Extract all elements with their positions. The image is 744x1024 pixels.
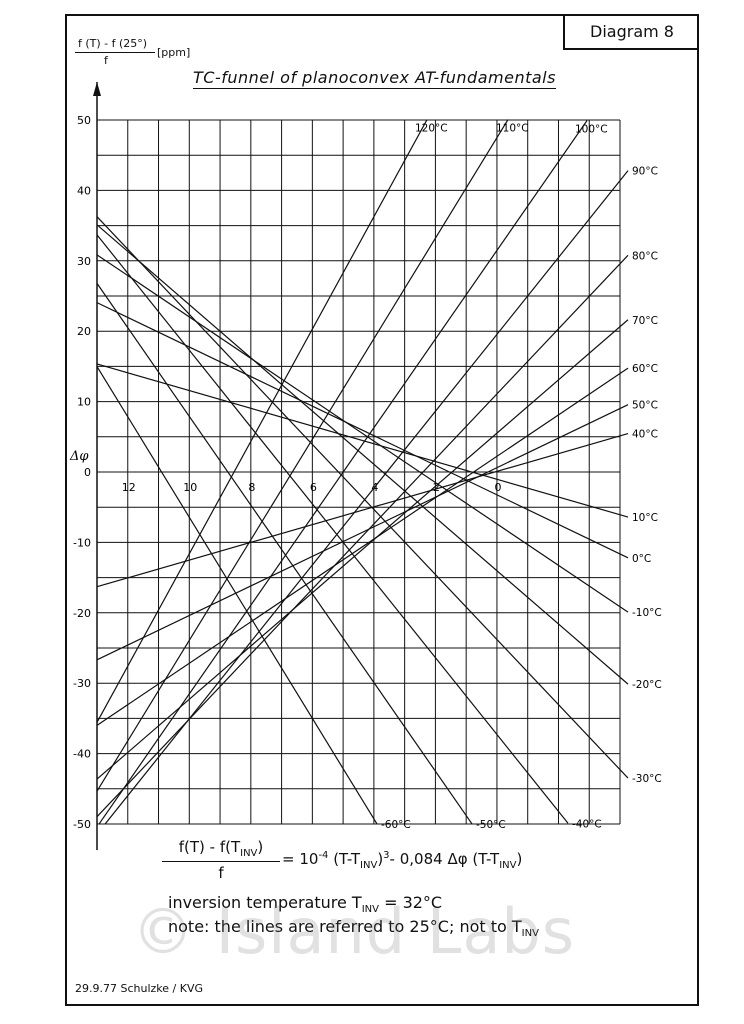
- note-text: note: the lines are referred to 25°C; no…: [168, 917, 522, 936]
- note-sub: INV: [521, 928, 539, 940]
- formula-term2-open: - 0,084 Δφ (T-T: [389, 850, 500, 868]
- chart-title: TC-funnel of planoconvex AT-fundamentals: [193, 68, 556, 89]
- formula-lhs-denominator: f: [218, 864, 224, 882]
- y-axis-label-unit: [ppm]: [157, 46, 191, 59]
- diagram-number: Diagram 8: [590, 22, 674, 41]
- y-tick-label: 0: [84, 466, 91, 479]
- series-label: 40°C: [632, 429, 658, 441]
- formula-rhs: = 10-4 (T-TINV)3- 0,084 Δφ (T-TINV): [282, 850, 522, 871]
- y-tick-label: 40: [77, 184, 91, 197]
- series-line: [96, 302, 629, 559]
- inversion-temperature-line: inversion temperature TINV = 32°C: [168, 893, 442, 915]
- series-label: 120°C: [415, 123, 448, 135]
- inversion-sub: INV: [361, 904, 379, 916]
- series-label: 70°C: [632, 315, 658, 327]
- series-label: -10°C: [632, 607, 662, 619]
- x-tick-label: 0: [494, 481, 501, 494]
- y-tick-label: -40: [73, 748, 91, 761]
- x-axis-label: Δφ: [69, 449, 89, 464]
- series-line: [96, 119, 428, 723]
- x-tick-label: 8: [248, 481, 255, 494]
- formula-lhs-numerator-end: ): [257, 838, 264, 856]
- series-label: 80°C: [632, 250, 658, 262]
- formula-lhs-numerator: f(T) - f(T: [178, 838, 241, 856]
- series-label: -60°C: [381, 819, 411, 831]
- diagram-sheet: [65, 14, 699, 1006]
- y-axis-label-fraction-bar: [75, 52, 155, 53]
- note-line: note: the lines are referred to 25°C; no…: [168, 917, 539, 939]
- formula: f(T) - f(TINV) f = 10-4 (T-TINV)3- 0,084…: [162, 838, 582, 886]
- formula-lhs-numerator-sub: INV: [240, 848, 258, 859]
- series-line: [96, 363, 629, 518]
- y-tick-label: 30: [77, 255, 91, 268]
- series-line: [96, 319, 629, 780]
- x-tick-label: 2: [433, 481, 440, 494]
- y-tick-label: -50: [73, 818, 91, 831]
- formula-equals-coeff: = 10: [282, 850, 319, 868]
- series-label: -50°C: [476, 819, 506, 831]
- series-line: [96, 234, 569, 824]
- formula-exponent: -4: [318, 850, 329, 861]
- series-label: 110°C: [496, 123, 529, 135]
- y-tick-label: 10: [77, 396, 91, 409]
- y-axis-label-denominator: f: [104, 54, 108, 67]
- y-tick-label: -10: [73, 536, 91, 549]
- series-label: 90°C: [632, 166, 658, 178]
- series-line: [96, 216, 629, 779]
- formula-fraction-bar: [162, 861, 280, 862]
- series-label: 60°C: [632, 363, 658, 375]
- y-axis-arrow: [93, 82, 101, 96]
- y-tick-label: -20: [73, 607, 91, 620]
- y-tick-label: 50: [77, 114, 91, 127]
- x-tick-label: 10: [183, 481, 197, 494]
- formula-term1-close: ): [377, 850, 384, 868]
- x-tick-label: 6: [310, 481, 317, 494]
- footer-signature: 29.9.77 Schulzke / KVG: [75, 982, 203, 995]
- series-label: -30°C: [632, 773, 662, 785]
- series-line: [96, 283, 473, 825]
- series-label: 0°C: [632, 553, 651, 565]
- formula-lhs: f(T) - f(TINV) f: [162, 838, 280, 882]
- series-label: 50°C: [632, 400, 658, 412]
- diagram-number-box: Diagram 8: [563, 14, 699, 50]
- formula-term1-exp: 3: [383, 850, 390, 861]
- series-line: [96, 224, 629, 685]
- series-line: [96, 433, 629, 588]
- formula-term2-sub: INV: [499, 860, 517, 871]
- inversion-text: inversion temperature T: [168, 893, 362, 912]
- watermark: © Island Labs: [132, 895, 576, 968]
- series-line: [96, 367, 629, 726]
- series-line: [104, 170, 629, 825]
- series-label: -40°C: [572, 818, 602, 830]
- formula-term1-open: (T-T: [328, 850, 361, 868]
- series-line: [96, 254, 629, 613]
- formula-term2-close: ): [516, 850, 523, 868]
- y-tick-label: -30: [73, 677, 91, 690]
- series-line: [96, 404, 629, 661]
- y-tick-label: 20: [77, 325, 91, 338]
- formula-term1-sub: INV: [360, 860, 378, 871]
- series-label: -20°C: [632, 679, 662, 691]
- series-line: [96, 254, 629, 818]
- inversion-value: = 32°C: [378, 893, 443, 912]
- series-line: [96, 366, 378, 825]
- y-axis-label-numerator: f (T) - f (25°): [78, 37, 148, 50]
- series-label: 100°C: [575, 124, 608, 136]
- series-label: 10°C: [632, 512, 658, 524]
- x-tick-label: 12: [122, 481, 136, 494]
